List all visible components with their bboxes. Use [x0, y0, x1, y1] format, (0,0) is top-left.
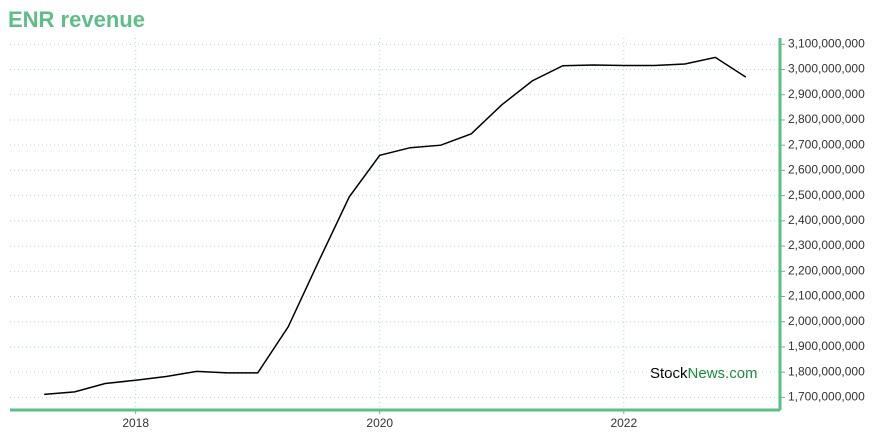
- y-tick-label: 2,700,000,000: [788, 137, 865, 151]
- x-tick-label: 2020: [366, 416, 393, 430]
- line: [44, 56, 747, 396]
- x-tick-label: 2022: [610, 416, 637, 430]
- watermark: StockNews.com: [650, 365, 758, 382]
- y-tick-label: 2,100,000,000: [788, 289, 865, 303]
- y-tick-label: 2,200,000,000: [788, 263, 865, 277]
- chart-title: ENR revenue: [8, 7, 145, 32]
- y-tick-label: 1,800,000,000: [788, 364, 865, 378]
- y-tick-label: 3,100,000,000: [788, 36, 865, 50]
- watermark-stock: Stock: [650, 365, 688, 382]
- y-tick-label: 2,900,000,000: [788, 87, 865, 101]
- watermark-news: News.com: [688, 365, 758, 382]
- y-tick-label: 1,700,000,000: [788, 390, 865, 404]
- y-tick-label: 2,600,000,000: [788, 163, 865, 177]
- y-tick-label: 2,800,000,000: [788, 112, 865, 126]
- y-tick-label: 3,000,000,000: [788, 62, 865, 76]
- y-tick-label: 2,000,000,000: [788, 314, 865, 328]
- y-tick-label: 2,500,000,000: [788, 188, 865, 202]
- x-tick-label: 2018: [122, 416, 149, 430]
- y-tick-label: 2,400,000,000: [788, 213, 865, 227]
- y-tick-label: 1,900,000,000: [788, 339, 865, 353]
- y-tick-label: 2,300,000,000: [788, 238, 865, 252]
